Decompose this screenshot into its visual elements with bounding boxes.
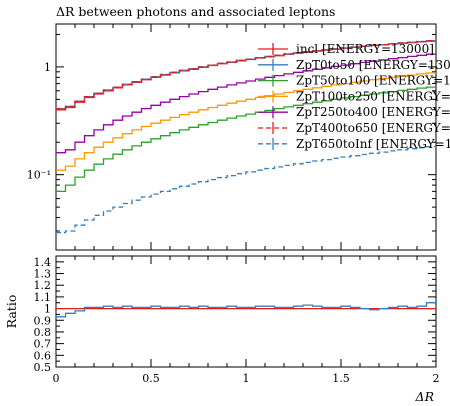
ratio-y-axis-label: Ratio — [4, 295, 19, 329]
ratio-series-line-1 — [56, 302, 436, 318]
ratio-y-tick-label: 1.1 — [34, 291, 52, 304]
series-line-6 — [56, 145, 436, 234]
x-tick-label: 0 — [53, 372, 60, 385]
main-plot: 10⁻¹ 1 — [27, 23, 437, 251]
x-axis-label: ΔR — [415, 389, 434, 404]
ratio-plot: 0.50.60.70.80.911.11.21.31.40 0.5 1 1.5 2ΔRR… — [4, 255, 440, 404]
legend: incl [ENERGY=13000] ZpT0to50 [ENERGY=1300… — [258, 42, 450, 151]
legend-label-2: ZpT50to100 [ENERGY=13000] — [296, 74, 450, 88]
x-tick-label: 1 — [243, 372, 250, 385]
x-tick-label: 0.5 — [142, 372, 160, 385]
x-tick-label: 1.5 — [332, 372, 350, 385]
series-line-2 — [56, 86, 436, 193]
ratio-y-tick-label: 0.6 — [34, 349, 52, 362]
ratio-y-tick-label: 0.9 — [34, 314, 52, 327]
legend-symbol-5 — [258, 122, 288, 134]
legend-label-5: ZpT400to650 [ENERGY=13000] — [296, 121, 450, 135]
legend-symbol-2 — [258, 74, 288, 87]
legend-label-4: ZpT250to400 [ENERGY=13000] — [296, 105, 450, 119]
legend-label-6: ZpT650toInf [ENERGY=13000] — [296, 137, 450, 151]
ratio-frame — [55, 255, 437, 368]
legend-symbol-1 — [258, 58, 288, 71]
ratio-y-tick-label: 1.3 — [34, 268, 52, 281]
x-tick-label: 2 — [433, 372, 440, 385]
series-line-4 — [56, 53, 436, 154]
legend-label-0: incl [ENERGY=13000] — [296, 42, 434, 56]
ratio-y-tick-label: 1.4 — [34, 256, 52, 269]
ratio-y-tick-label: 1 — [44, 303, 51, 316]
ratio-y-tick-label: 1.2 — [34, 279, 52, 292]
legend-label-3: ZpT100to250 [ENERGY=13000] — [296, 89, 450, 103]
legend-symbol-3 — [258, 90, 288, 103]
series-line-3 — [56, 72, 436, 171]
ratio-y-tick-label: 0.8 — [34, 326, 52, 339]
legend-symbol-4 — [258, 106, 288, 119]
y-tick-label: 10⁻¹ — [27, 169, 51, 182]
legend-symbol-6 — [258, 137, 288, 150]
chart-title: ΔR between photons and associated lepton… — [56, 4, 336, 19]
legend-symbol-0 — [258, 43, 288, 55]
legend-label-1: ZpT0to50 [ENERGY=13000] — [296, 58, 450, 72]
y-tick-label: 1 — [44, 61, 51, 74]
ratio-y-tick-label: 0.5 — [34, 361, 52, 374]
series-line-5 — [56, 40, 436, 110]
ratio-y-tick-label: 0.7 — [34, 338, 52, 351]
